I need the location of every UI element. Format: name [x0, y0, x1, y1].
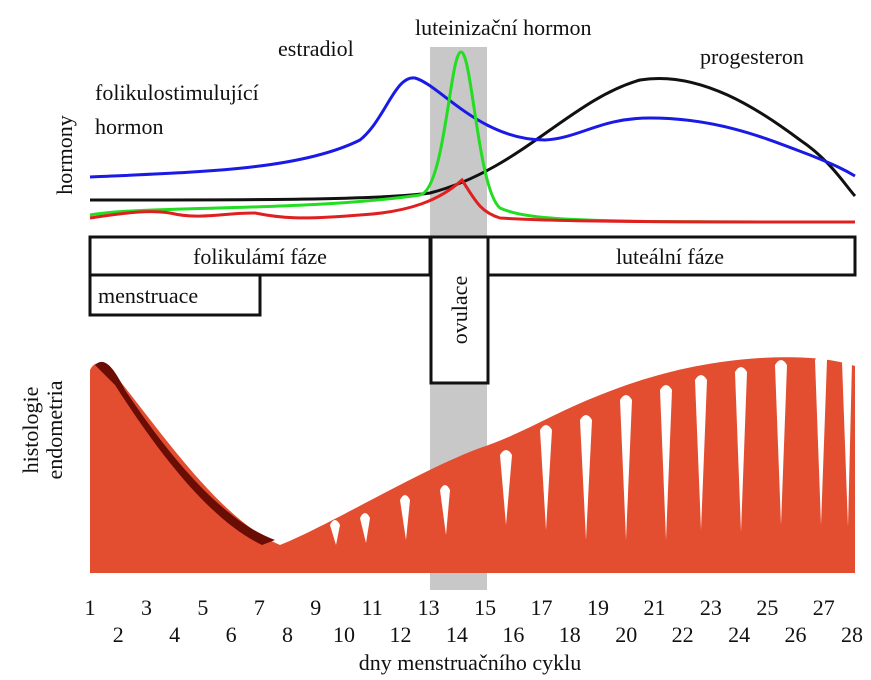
day-label: 5 [197, 595, 208, 620]
day-label: 15 [474, 595, 496, 620]
progesteron-label: progesteron [700, 44, 804, 69]
day-label: 11 [362, 595, 383, 620]
fsh-label: hormon [95, 114, 163, 139]
day-label: 28 [841, 622, 863, 647]
day-label: 14 [446, 622, 468, 647]
day-label: 8 [282, 622, 293, 647]
day-label: 10 [333, 622, 355, 647]
day-label: 18 [559, 622, 581, 647]
fsh-label: folikulostimulující [95, 80, 259, 105]
estradiol-label: estradiol [278, 36, 354, 61]
follicular-label: folikulámí fáze [193, 244, 327, 269]
menstruation-label: menstruace [98, 283, 198, 308]
day-label: 20 [615, 622, 637, 647]
day-label: 21 [643, 595, 665, 620]
hormones-axis-label: hormony [52, 115, 77, 194]
diagram: folikulostimulující hormon estradiol lut… [0, 0, 871, 680]
endometrium-axis-label: histologie [18, 387, 43, 474]
endometrium-axis-label: endometria [42, 380, 67, 479]
day-label: 23 [700, 595, 722, 620]
day-label: 4 [169, 622, 180, 647]
day-label: 7 [254, 595, 265, 620]
luteal-label: luteální fáze [616, 244, 724, 269]
day-label: 24 [728, 622, 750, 647]
day-label: 3 [141, 595, 152, 620]
lh-label: luteinizační hormon [415, 15, 592, 40]
day-label: 13 [418, 595, 440, 620]
day-label: 17 [531, 595, 553, 620]
days-title: dny menstruačního cyklu [359, 650, 581, 675]
day-label: 16 [502, 622, 524, 647]
day-label: 19 [587, 595, 609, 620]
day-label: 12 [389, 622, 411, 647]
day-label: 26 [785, 622, 807, 647]
day-label: 22 [672, 622, 694, 647]
day-label: 2 [113, 622, 124, 647]
day-label: 27 [813, 595, 835, 620]
ovulation-label: ovulace [447, 276, 472, 344]
day-label: 9 [310, 595, 321, 620]
day-label: 25 [756, 595, 778, 620]
day-label: 1 [85, 595, 96, 620]
day-label: 6 [226, 622, 237, 647]
